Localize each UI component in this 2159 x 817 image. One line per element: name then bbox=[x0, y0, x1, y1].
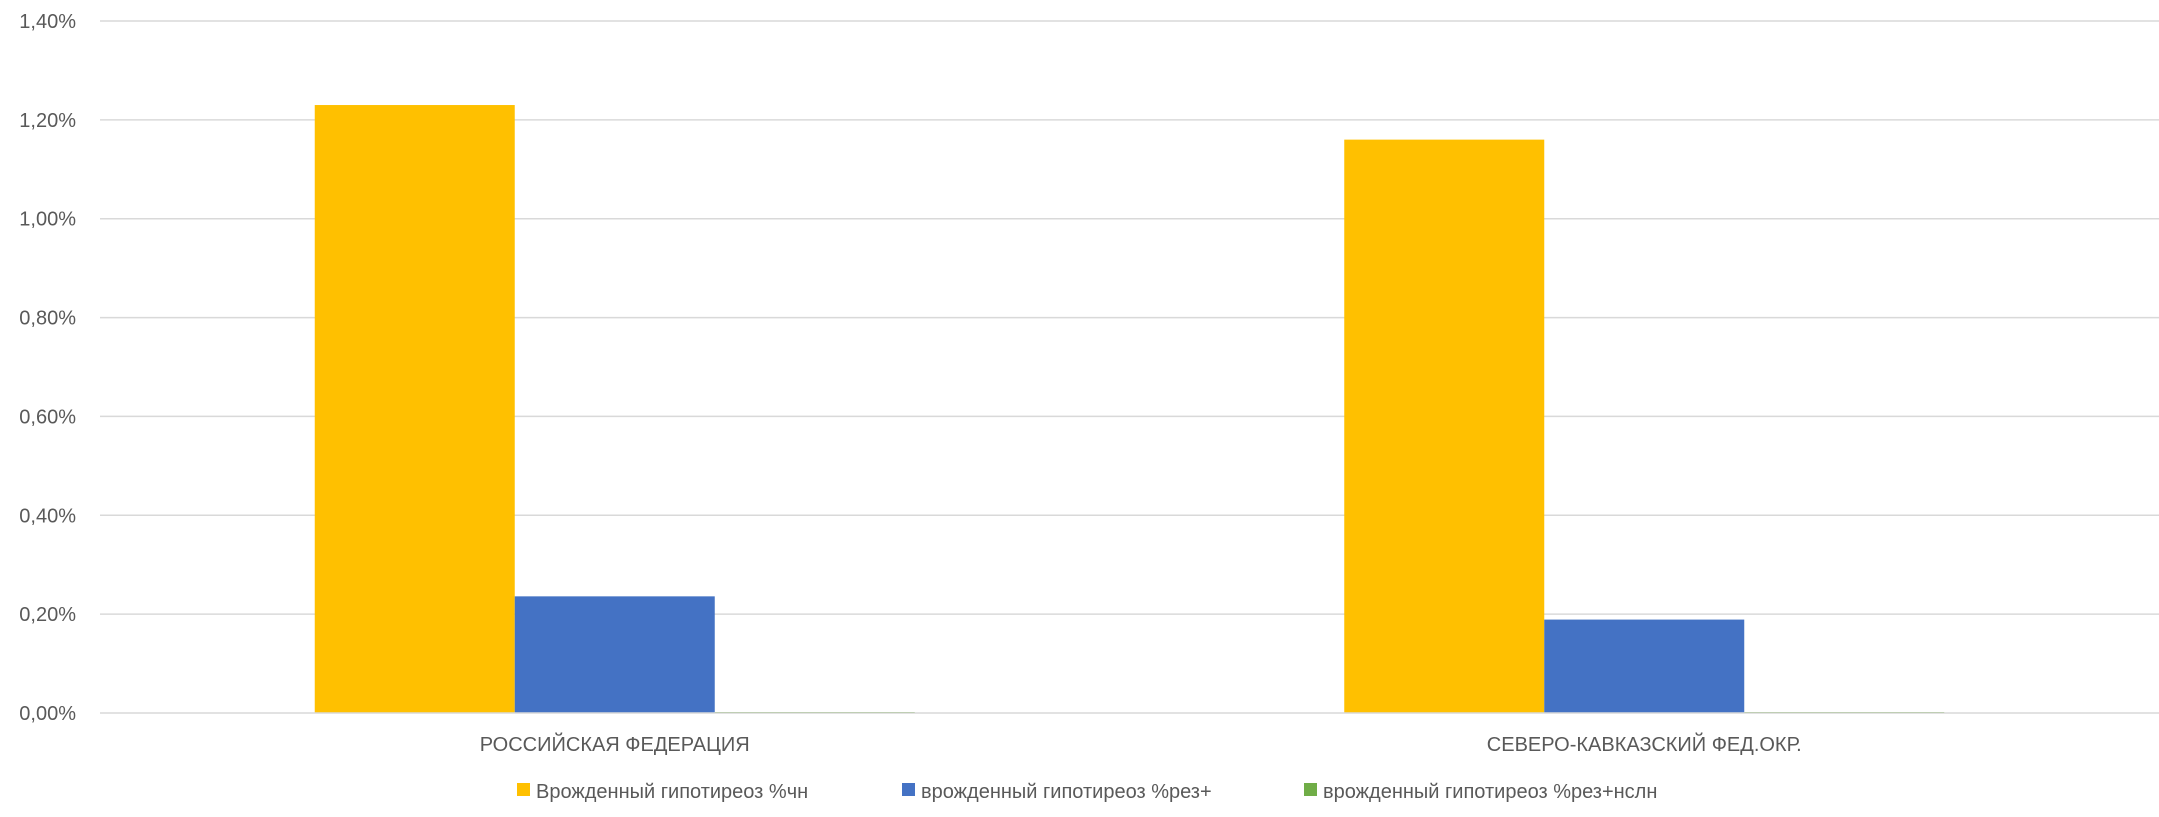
legend-swatch bbox=[517, 783, 530, 796]
bar bbox=[314, 105, 515, 714]
y-tick-label: 1,40% bbox=[19, 11, 76, 33]
y-tick-label: 1,00% bbox=[19, 209, 76, 231]
x-axis-category-labels: РОССИЙСКАЯ ФЕДЕРАЦИЯ СЕВЕРО-КАВКАЗСКИЙ ФЕ… bbox=[480, 732, 1802, 756]
bars bbox=[314, 105, 1945, 714]
legend-swatch bbox=[902, 783, 915, 796]
bar bbox=[1344, 139, 1545, 714]
y-tick-label: 1,20% bbox=[19, 110, 76, 132]
x-category-label: РОССИЙСКАЯ ФЕДЕРАЦИЯ bbox=[480, 732, 750, 756]
bar bbox=[514, 596, 715, 713]
y-tick-label: 0,80% bbox=[19, 308, 76, 330]
legend: Врожденный гипотиреоз %чн врожденный гипо… bbox=[517, 781, 1657, 803]
y-axis-tick-labels: 0,00% 0,20% 0,40% 0,60% 0,80% 1,00% 1,20% 1,40% bbox=[19, 11, 76, 725]
legend-label: врожденный гипотиреоз %рез+ bbox=[921, 781, 1212, 803]
bar bbox=[1544, 619, 1745, 713]
x-category-label: СЕВЕРО-КАВКАЗСКИЙ ФЕД.ОКР. bbox=[1487, 732, 1802, 756]
legend-swatch bbox=[1304, 783, 1317, 796]
legend-label: врожденный гипотиреоз %рез+нслн bbox=[1323, 781, 1657, 803]
legend-label: Врожденный гипотиреоз %чн bbox=[536, 781, 808, 803]
y-tick-label: 0,40% bbox=[19, 505, 76, 527]
y-tick-label: 0,00% bbox=[19, 703, 76, 725]
y-tick-label: 0,20% bbox=[19, 604, 76, 626]
y-tick-label: 0,60% bbox=[19, 406, 76, 428]
